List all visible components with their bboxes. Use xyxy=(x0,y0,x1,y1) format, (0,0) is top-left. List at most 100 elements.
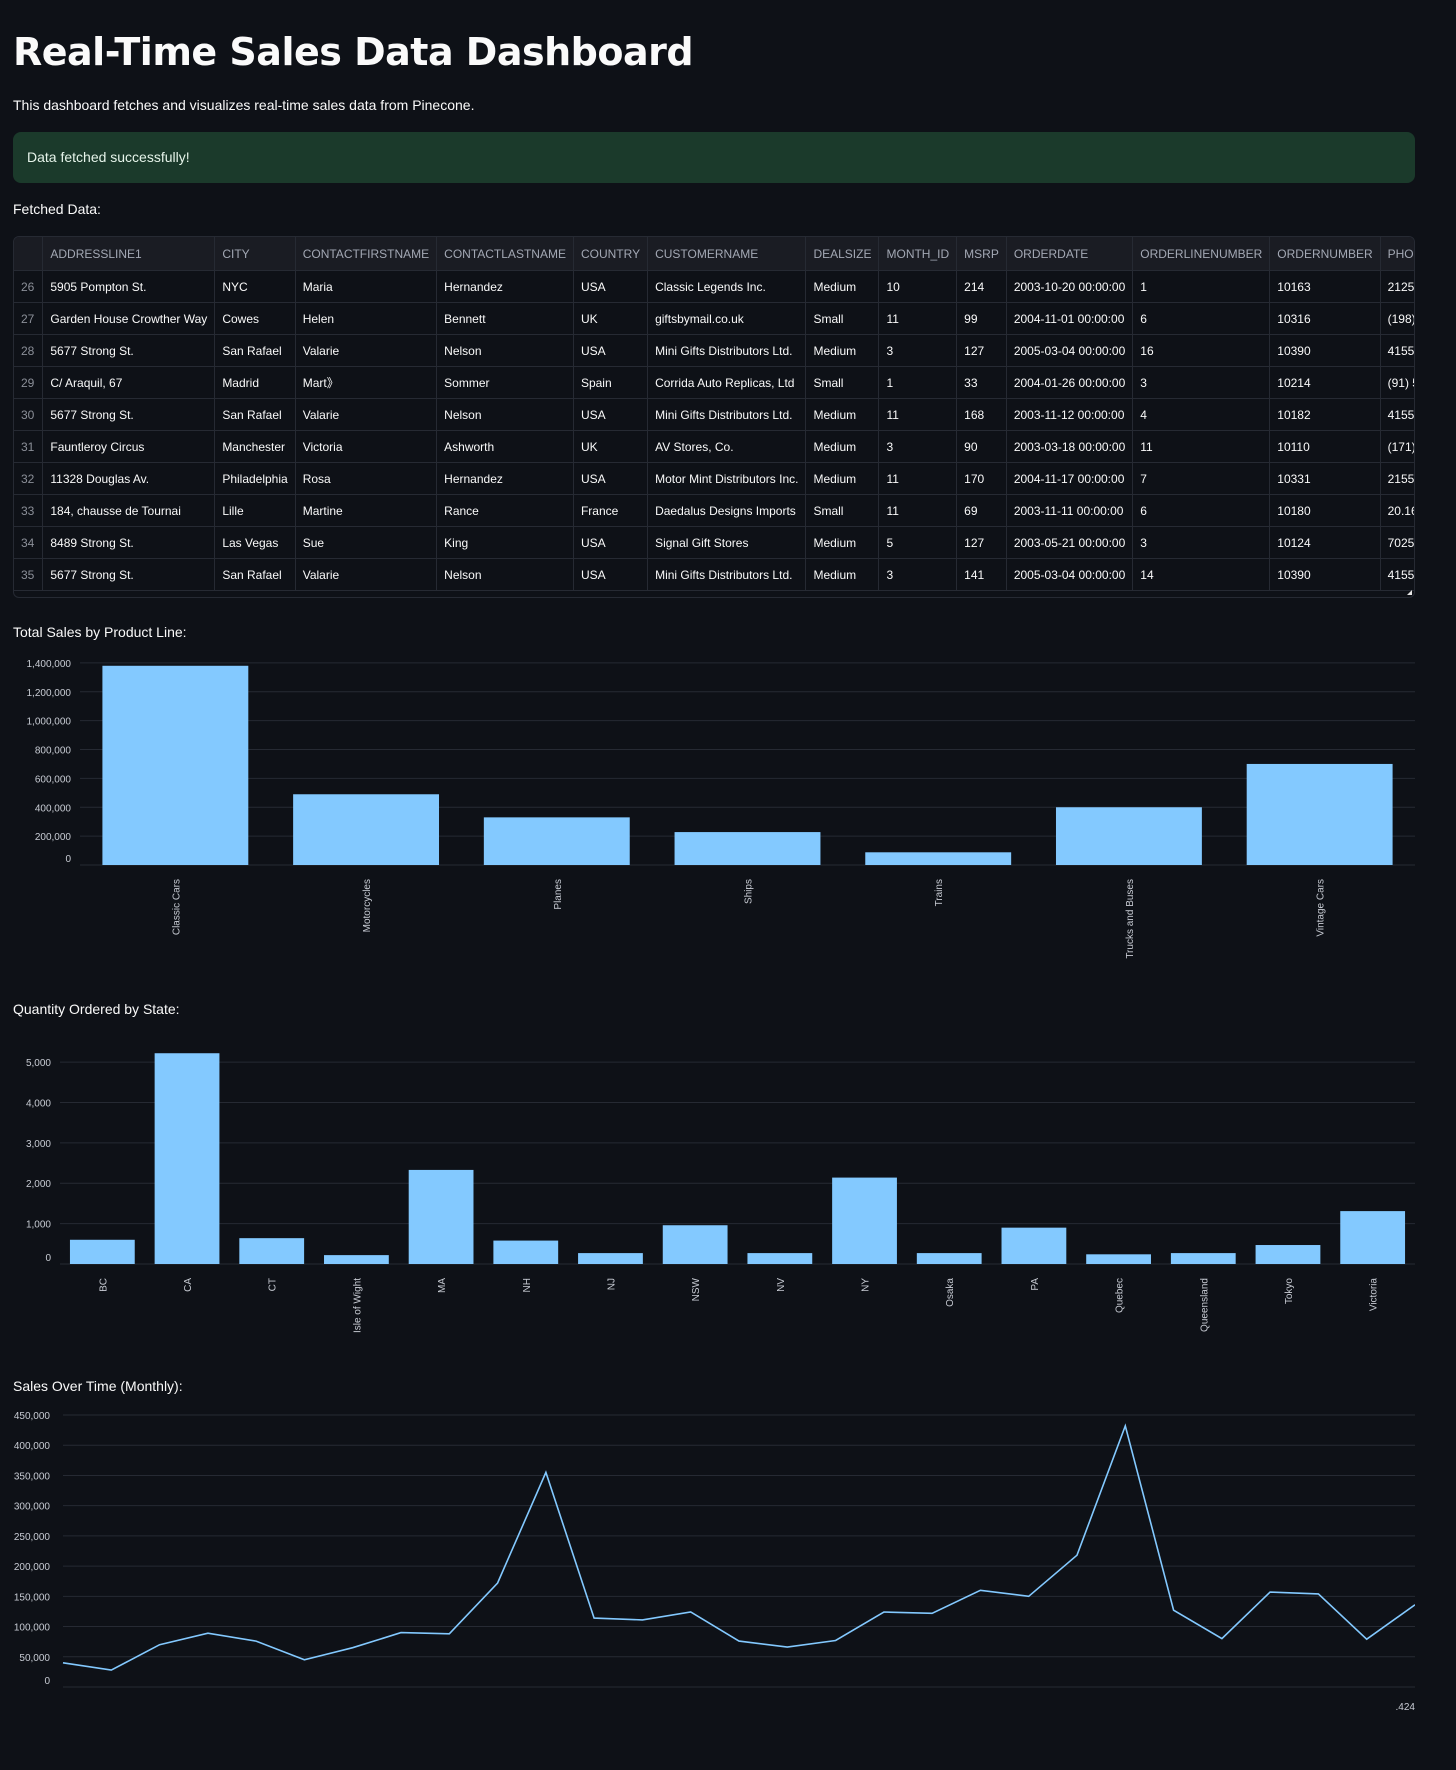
table-cell[interactable]: King xyxy=(436,526,574,559)
row-index[interactable]: 31 xyxy=(14,430,44,463)
table-cell[interactable]: giftsbymail.co.uk xyxy=(647,302,807,335)
table-cell[interactable]: Rosa xyxy=(295,462,438,495)
table-cell[interactable]: 2003-03-18 00:00:00 xyxy=(1006,430,1134,463)
table-cell[interactable]: Las Vegas xyxy=(214,526,296,559)
table-cell[interactable]: 7025551838 xyxy=(1380,526,1414,559)
table-cell[interactable]: Hernandez xyxy=(436,462,574,495)
table-cell[interactable]: 3 xyxy=(1132,366,1271,399)
table-cell[interactable]: France xyxy=(573,494,649,527)
table-cell[interactable]: 10163 xyxy=(1269,270,1381,303)
table-cell[interactable]: UK xyxy=(573,430,649,463)
row-index[interactable]: 26 xyxy=(14,270,44,303)
table-cell[interactable]: 33 xyxy=(956,366,1007,399)
table-cell[interactable]: Spain xyxy=(573,366,649,399)
table-row[interactable]: 26 5905 Pompton St. NYC Maria Hernandez USA Cl… xyxy=(14,270,1414,303)
table-cell[interactable]: 99 xyxy=(956,302,1007,335)
table-cell[interactable]: 90 xyxy=(956,430,1007,463)
table-cell[interactable]: AV Stores, Co. xyxy=(647,430,807,463)
table-cell[interactable]: 2004-11-01 00:00:00 xyxy=(1006,302,1134,335)
column-header[interactable]: CUSTOMERNAME xyxy=(647,237,807,271)
table-cell[interactable]: 4155551450 xyxy=(1380,558,1414,591)
column-header[interactable]: MSRP xyxy=(956,237,1007,271)
table-cell[interactable]: Philadelphia xyxy=(214,462,296,495)
table-cell[interactable]: 10182 xyxy=(1269,398,1381,431)
table-cell[interactable]: Daedalus Designs Imports xyxy=(647,494,807,527)
table-cell[interactable]: (171) 555-1555 xyxy=(1380,430,1414,463)
table-cell[interactable]: Medium xyxy=(805,462,880,495)
table-cell[interactable]: (198) 555-8888 xyxy=(1380,302,1414,335)
table-row[interactable]: 30 5677 Strong St. San Rafael Valarie Nelson… xyxy=(14,398,1414,431)
table-cell[interactable]: 5677 Strong St. xyxy=(42,398,216,431)
table-cell[interactable]: 16 xyxy=(1132,334,1271,367)
table-cell[interactable]: Sommer xyxy=(436,366,574,399)
column-header[interactable]: CONTACTFIRSTNAME xyxy=(295,237,438,271)
table-cell[interactable]: 2003-10-20 00:00:00 xyxy=(1006,270,1134,303)
table-row[interactable]: 29 C/ Araquil, 67 Madrid Mart》 Sommer Spain Co… xyxy=(14,366,1414,399)
table-cell[interactable]: Mini Gifts Distributors Ltd. xyxy=(647,398,807,431)
table-cell[interactable]: 10214 xyxy=(1269,366,1381,399)
table-cell[interactable]: 10124 xyxy=(1269,526,1381,559)
table-cell[interactable]: Medium xyxy=(805,334,880,367)
table-cell[interactable]: NYC xyxy=(214,270,296,303)
table-cell[interactable]: C/ Araquil, 67 xyxy=(42,366,216,399)
table-cell[interactable]: Fauntleroy Circus xyxy=(42,430,216,463)
row-index[interactable]: 34 xyxy=(14,526,44,559)
table-cell[interactable]: 69 xyxy=(956,494,1007,527)
table-cell[interactable]: Nelson xyxy=(436,558,574,591)
table-cell[interactable]: 170 xyxy=(956,462,1007,495)
table-cell[interactable]: Medium xyxy=(805,558,880,591)
table-cell[interactable]: Small xyxy=(805,366,880,399)
table-cell[interactable]: 127 xyxy=(956,526,1007,559)
table-cell[interactable]: Corrida Auto Replicas, Ltd xyxy=(647,366,807,399)
row-index[interactable]: 28 xyxy=(14,334,44,367)
table-cell[interactable]: 4155551450 xyxy=(1380,398,1414,431)
table-cell[interactable]: Victoria xyxy=(295,430,438,463)
table-cell[interactable]: Nelson xyxy=(436,398,574,431)
column-header[interactable]: ORDERLINENUMBER xyxy=(1132,237,1271,271)
table-cell[interactable]: USA xyxy=(573,462,649,495)
table-cell[interactable]: UK xyxy=(573,302,649,335)
table-cell[interactable]: USA xyxy=(573,334,649,367)
table-row[interactable]: 27 Garden House Crowther Way Cowes Helen Ben… xyxy=(14,302,1414,335)
column-header[interactable]: DEALSIZE xyxy=(805,237,880,271)
table-cell[interactable]: 127 xyxy=(956,334,1007,367)
table-cell[interactable]: 3 xyxy=(878,430,958,463)
row-index[interactable]: 27 xyxy=(14,302,44,335)
table-cell[interactable]: 7 xyxy=(1132,462,1271,495)
table-cell[interactable]: 10390 xyxy=(1269,558,1381,591)
table-cell[interactable]: Small xyxy=(805,302,880,335)
table-cell[interactable]: Signal Gift Stores xyxy=(647,526,807,559)
table-cell[interactable]: 2005-03-04 00:00:00 xyxy=(1006,558,1134,591)
column-header[interactable]: MONTH_ID xyxy=(878,237,958,271)
table-cell[interactable]: 3 xyxy=(878,558,958,591)
table-cell[interactable]: 2004-11-17 00:00:00 xyxy=(1006,462,1134,495)
table-cell[interactable]: Valarie xyxy=(295,334,438,367)
table-cell[interactable]: 4 xyxy=(1132,398,1271,431)
table-cell[interactable]: Maria xyxy=(295,270,438,303)
table-cell[interactable]: 10390 xyxy=(1269,334,1381,367)
table-cell[interactable]: 4155551450 xyxy=(1380,334,1414,367)
table-cell[interactable]: Cowes xyxy=(214,302,296,335)
table-cell[interactable]: 6 xyxy=(1132,494,1271,527)
table-cell[interactable]: 11 xyxy=(878,462,958,495)
table-cell[interactable]: 141 xyxy=(956,558,1007,591)
table-cell[interactable]: 2003-05-21 00:00:00 xyxy=(1006,526,1134,559)
table-row[interactable]: 31 Fauntleroy Circus Manchester Victoria Ash… xyxy=(14,430,1414,463)
column-header[interactable]: CONTACTLASTNAME xyxy=(436,237,574,271)
table-cell[interactable]: Motor Mint Distributors Inc. xyxy=(647,462,807,495)
table-cell[interactable]: USA xyxy=(573,398,649,431)
table-cell[interactable]: Medium xyxy=(805,270,880,303)
table-cell[interactable]: 5677 Strong St. xyxy=(42,558,216,591)
table-cell[interactable]: 3 xyxy=(1132,526,1271,559)
table-cell[interactable]: Small xyxy=(805,494,880,527)
resize-handle-icon[interactable] xyxy=(1407,590,1412,595)
table-cell[interactable]: Lille xyxy=(214,494,296,527)
column-header[interactable]: ADDRESSLINE1 xyxy=(42,237,216,271)
table-cell[interactable]: USA xyxy=(573,270,649,303)
table-cell[interactable]: San Rafael xyxy=(214,334,296,367)
table-cell[interactable]: 2003-11-11 00:00:00 xyxy=(1006,494,1134,527)
table-cell[interactable]: 10316 xyxy=(1269,302,1381,335)
table-cell[interactable]: 2005-03-04 00:00:00 xyxy=(1006,334,1134,367)
table-cell[interactable]: Manchester xyxy=(214,430,296,463)
column-header[interactable]: PHONE xyxy=(1380,237,1414,271)
